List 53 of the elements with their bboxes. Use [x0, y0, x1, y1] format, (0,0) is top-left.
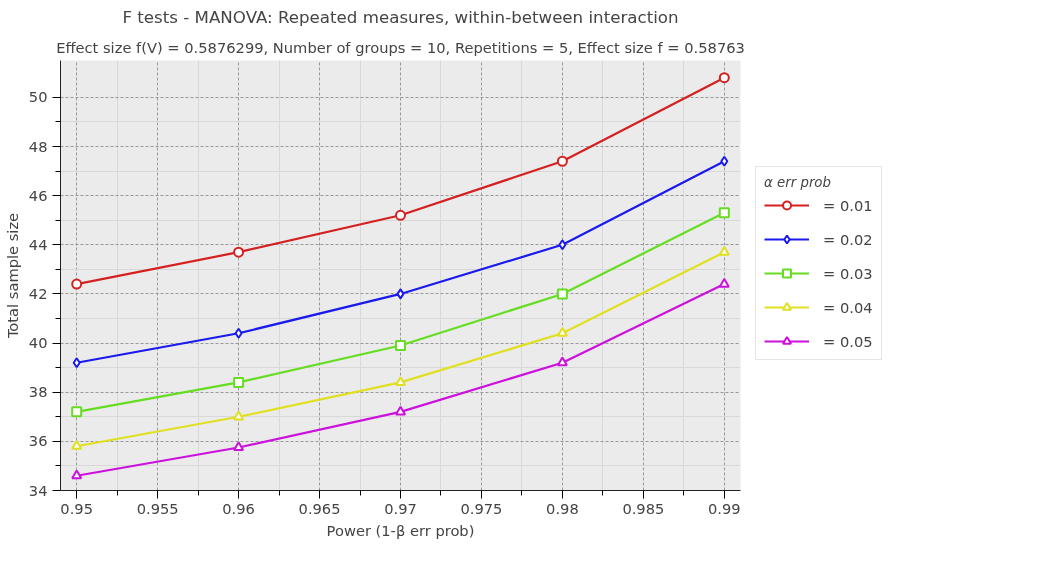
- x-tick-label: 0.99: [707, 499, 741, 517]
- x-tick-label: 0.98: [546, 499, 579, 517]
- point: [71, 278, 83, 290]
- point: [71, 406, 83, 418]
- y-tick-label: 38: [28, 383, 48, 401]
- legend-label: = 0.01: [823, 196, 873, 214]
- point: [395, 340, 406, 352]
- point: [556, 288, 568, 300]
- point: [718, 245, 730, 256]
- legend-label: = 0.04: [823, 298, 873, 316]
- point: [395, 209, 406, 221]
- point: [556, 356, 568, 367]
- point: [718, 207, 730, 219]
- x-tick-label: 0.96: [222, 499, 255, 517]
- x-tick-label: 0.95: [60, 499, 94, 517]
- point: [395, 405, 406, 416]
- x-tick-label: 0.97: [384, 499, 417, 517]
- y-tick-label: 34: [28, 481, 48, 499]
- y-tick-label: 44: [28, 235, 48, 253]
- legend-title: α err prob: [764, 175, 832, 190]
- chart-title: F tests - MANOVA: Repeated measures, within-between interaction: [122, 7, 679, 27]
- y-tick-label: 50: [28, 88, 48, 106]
- x-tick-label: 0.985: [622, 499, 665, 517]
- x-tick-label: 0.965: [298, 499, 341, 517]
- point: [395, 376, 406, 386]
- chart-subtitle: Effect size f(V) = 0.5876299, Number of groups = 10, Repetitions = 5, Effect size f = 0.58763: [56, 38, 745, 56]
- point: [718, 277, 730, 288]
- x-tick-label: 0.975: [460, 499, 503, 517]
- y-tick-label: 40: [28, 334, 48, 352]
- legend-label: = 0.03: [823, 264, 873, 282]
- point: [233, 376, 245, 388]
- point: [233, 246, 245, 258]
- point: [72, 357, 81, 369]
- legend-label: = 0.02: [823, 230, 873, 248]
- legend-label: = 0.05: [823, 332, 873, 350]
- y-axis-title: Total sample size: [3, 212, 21, 340]
- y-tick-label: 36: [28, 432, 48, 450]
- point: [558, 239, 567, 251]
- point: [71, 440, 83, 450]
- y-tick-label: 48: [28, 137, 48, 155]
- point: [718, 72, 730, 84]
- y-tick-label: 46: [28, 186, 48, 204]
- point: [396, 288, 405, 300]
- point: [233, 441, 245, 452]
- point: [71, 469, 83, 480]
- point: [720, 155, 729, 167]
- x-tick-label: 0.955: [136, 499, 179, 517]
- point: [234, 327, 243, 339]
- point: [556, 155, 568, 167]
- point: [556, 327, 568, 337]
- x-axis-title: Power (1-β err prob): [326, 521, 475, 539]
- point: [233, 410, 245, 421]
- y-tick-label: 42: [28, 284, 48, 302]
